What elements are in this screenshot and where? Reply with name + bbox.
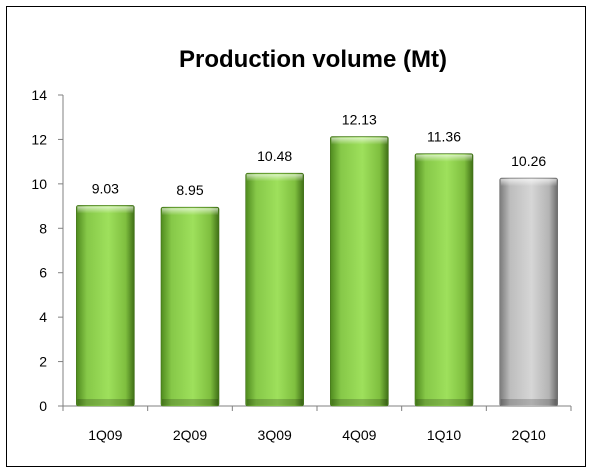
data-label: 10.26	[511, 153, 546, 169]
bars	[76, 136, 558, 407]
x-tick-label: 4Q09	[342, 427, 376, 443]
x-tick-label: 2Q10	[512, 427, 546, 443]
data-labels: 9.03 8.95 10.48 12.13 11.36 10.26	[92, 112, 547, 199]
bar-4q09	[330, 136, 389, 407]
data-label: 10.48	[257, 148, 292, 164]
y-tick-label: 4	[39, 309, 47, 325]
bar-top-bevel	[331, 137, 388, 145]
y-tick-label: 10	[31, 176, 47, 192]
x-tick-label: 2Q09	[173, 427, 207, 443]
bar-top-bevel	[246, 174, 303, 182]
bar-3q09	[245, 172, 304, 407]
bar-bottom-bevel	[162, 399, 218, 405]
y-tick-label: 0	[39, 398, 47, 414]
x-tick-label: 1Q10	[427, 427, 461, 443]
data-label: 11.36	[427, 129, 461, 145]
chart-title: Production volume (Mt)	[179, 46, 447, 73]
bar-chart: Production volume (Mt) 0 2 4 6 8 10 12 14 1Q09 2Q…	[31, 46, 572, 443]
bar-top-bevel	[416, 154, 472, 162]
y-tick-label: 2	[39, 354, 47, 370]
y-tick-label: 12	[31, 131, 47, 147]
y-tick-label: 6	[39, 265, 47, 281]
bar-top-bevel	[162, 208, 218, 216]
bar-1q09	[76, 205, 135, 407]
data-label: 9.03	[92, 180, 119, 196]
bar-2q10	[499, 177, 558, 407]
bar-bottom-bevel	[246, 399, 303, 405]
x-tick-label: 1Q09	[88, 427, 122, 443]
data-label: 8.95	[176, 182, 203, 198]
axes: 0 2 4 6 8 10 12 14 1Q09 2Q09 3Q09 4Q09 1Q10 2Q10	[31, 87, 572, 443]
bar-bottom-bevel	[331, 399, 388, 405]
bar-bottom-bevel	[416, 399, 472, 405]
chart-frame: Production volume (Mt) 0 2 4 6 8 10 12 14 1Q09 2Q…	[6, 6, 586, 467]
y-tick-label: 14	[31, 87, 47, 103]
bar-bottom-bevel	[77, 399, 134, 405]
y-tick-label: 8	[39, 220, 47, 236]
bar-bottom-bevel	[500, 399, 557, 405]
x-tick-label: 3Q09	[258, 427, 292, 443]
bar-top-bevel	[77, 206, 134, 214]
bar-1q10	[414, 153, 474, 407]
data-label: 12.13	[342, 112, 377, 128]
bar-2q09	[160, 206, 220, 407]
bar-top-bevel	[500, 179, 557, 187]
